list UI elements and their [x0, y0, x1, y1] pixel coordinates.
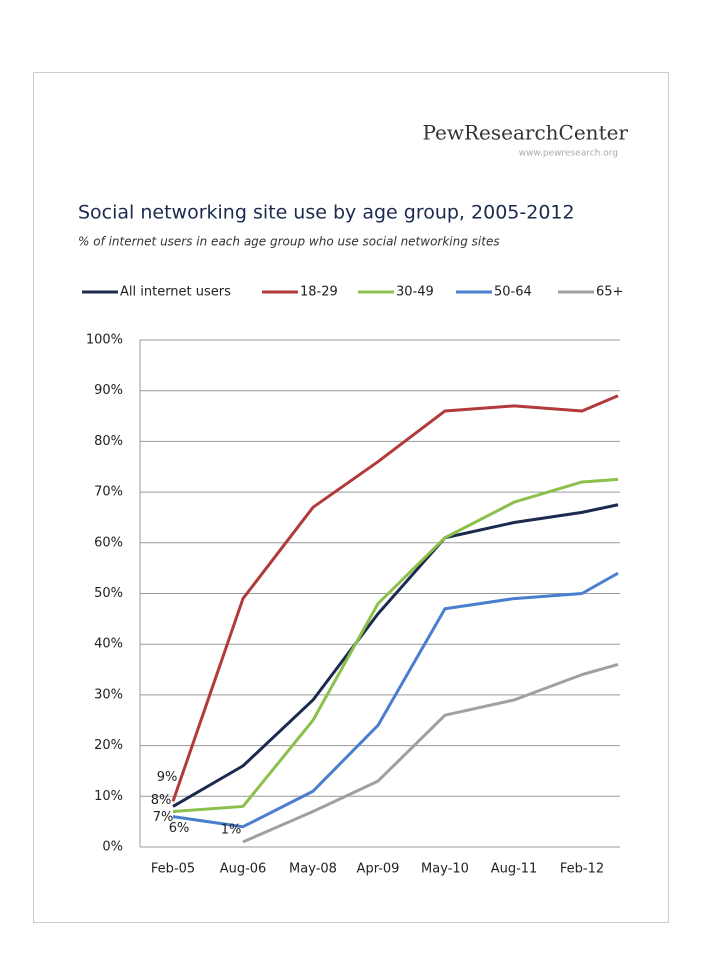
y-tick-label: 0% [102, 840, 123, 855]
chart-title: Social networking site use by age group,… [78, 202, 575, 224]
chart-subtitle: % of internet users in each age group wh… [78, 235, 500, 249]
y-tick-label: 90% [94, 383, 123, 398]
data-label: 6% [169, 821, 190, 836]
legend-label: 50-64 [494, 285, 532, 300]
y-tick-label: 40% [94, 637, 123, 652]
legend-label: 18-29 [300, 285, 338, 300]
y-tick-label: 80% [94, 434, 123, 449]
y-tick-label: 20% [94, 738, 123, 753]
x-tick-label: Aug-11 [491, 862, 538, 877]
series-line [171, 394, 619, 802]
data-label: 1% [221, 822, 242, 837]
logo-url: www.pewresearch.org [519, 149, 618, 159]
series-line [242, 663, 619, 844]
y-tick-label: 100% [86, 333, 123, 348]
legend-label: All internet users [120, 285, 231, 300]
frame [33, 72, 669, 923]
y-tick-label: 70% [94, 485, 123, 500]
data-label: 7% [153, 810, 174, 825]
legend-label: 65+ [596, 285, 623, 300]
x-tick-label: Feb-12 [560, 862, 604, 877]
x-tick-label: Apr-09 [357, 862, 400, 877]
y-tick-label: 50% [94, 586, 123, 601]
data-label: 8% [151, 793, 172, 808]
x-tick-label: May-10 [421, 862, 469, 877]
y-tick-label: 30% [94, 687, 123, 702]
y-tick-label: 10% [94, 789, 123, 804]
y-tick-label: 60% [94, 535, 123, 550]
x-tick-label: May-08 [289, 862, 337, 877]
data-label: 9% [157, 770, 178, 785]
logo: PewResearchCenter [422, 121, 628, 145]
series-line [172, 503, 619, 808]
series-line [172, 477, 619, 814]
x-tick-label: Aug-06 [220, 862, 267, 877]
legend-label: 30-49 [396, 285, 434, 300]
series-line [172, 571, 619, 829]
x-tick-label: Feb-05 [151, 862, 195, 877]
